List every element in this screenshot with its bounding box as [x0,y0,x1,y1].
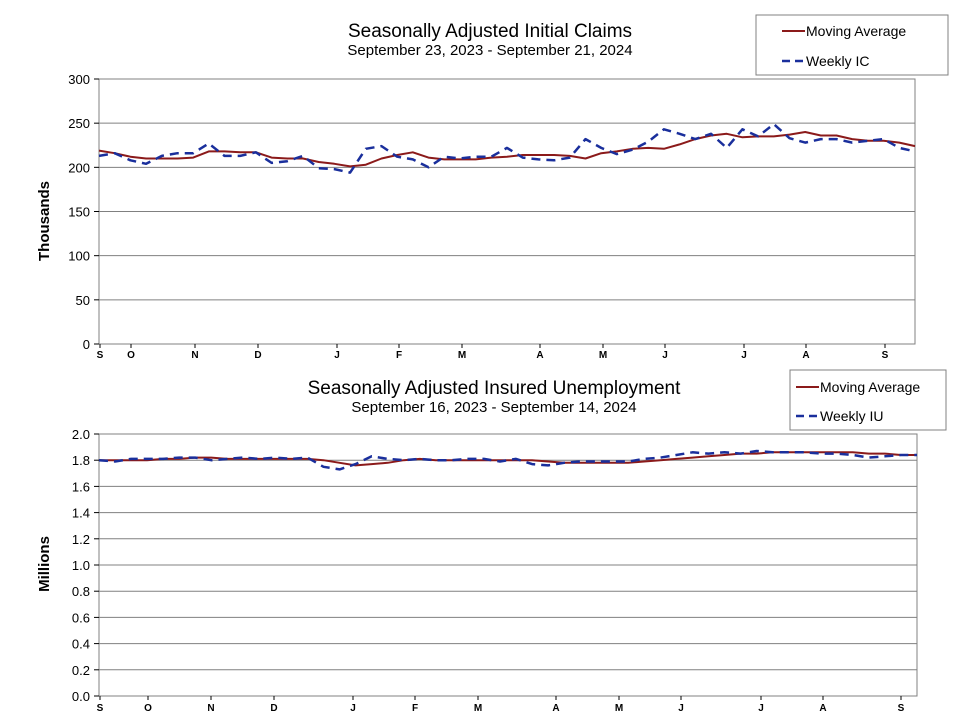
y-tick-label: 100 [68,249,90,264]
y-tick-label: 0.6 [72,610,90,625]
x-tick-label: A [802,350,809,361]
x-tick-label: M [599,350,607,361]
legend-box [789,369,947,431]
legend-label-weekly-iu: Weekly IU [820,408,884,424]
y-tick-label: 1.8 [72,453,90,468]
y-tick-label: 0.2 [72,663,90,678]
x-tick-label: D [254,350,261,361]
y-tick-label: 150 [68,205,90,220]
series-line-weekly-iu [98,449,917,471]
x-tick-label: A [536,350,543,361]
x-tick-label: J [678,703,684,714]
x-tick-label: S [898,703,905,714]
y-tick-label: 300 [68,72,90,87]
chart-subtitle: September 16, 2023 - September 14, 2024 [351,399,636,416]
x-tick-label: M [474,703,482,714]
legend-label-moving-average: Moving Average [820,379,920,395]
y-tick-label: 2.0 [72,427,90,442]
legend-box [755,14,949,76]
x-tick-label: F [412,703,418,714]
series-line-moving-average [98,131,916,168]
y-tick-label: 1.0 [72,558,90,573]
chart-title: Seasonally Adjusted Initial Claims [348,21,632,42]
x-tick-label: S [97,350,104,361]
y-tick-label: 50 [76,293,90,308]
chart-subtitle: September 23, 2023 - September 21, 2024 [347,42,632,59]
initial-claims-chart: Seasonally Adjusted Initial Claims Septe… [36,14,949,361]
x-tick-label: J [758,703,764,714]
y-tick-label: 0.4 [72,637,90,652]
series-lines [98,449,917,471]
x-tick-label: A [552,703,559,714]
x-tick-label: O [144,703,152,714]
x-tick-label: S [882,350,889,361]
y-tick-label: 0.0 [72,689,90,704]
legend: Moving Average Weekly IU [789,369,947,431]
series-line-weekly-ic [98,122,916,174]
legend: Moving Average Weekly IC [755,14,949,76]
x-tick-label: M [458,350,466,361]
y-axis-ticks: 2.0 1.8 1.6 1.4 1.2 1.0 0.8 0.6 0.4 0.2 0.0 [72,427,90,704]
y-tick-label: 200 [68,160,90,175]
x-tick-label: N [191,350,198,361]
x-tick-label: J [334,350,340,361]
y-tick-label: 1.2 [72,532,90,547]
x-tick-label: J [662,350,668,361]
x-tick-label: A [819,703,826,714]
y-tick-label: 1.4 [72,506,90,521]
y-axis-ticks: 300 250 200 150 100 50 0 [68,72,90,352]
series-lines [98,122,916,174]
x-tick-label: S [97,703,104,714]
y-tick-label: 1.6 [72,479,90,494]
y-axis-label: Thousands [36,181,53,261]
x-tick-label: J [350,703,356,714]
legend-label-weekly-ic: Weekly IC [806,53,870,69]
x-tick-label: D [270,703,277,714]
gridlines [94,78,915,345]
y-axis-label: Millions [36,536,53,592]
x-tick-label: M [615,703,623,714]
y-tick-label: 0.8 [72,584,90,599]
x-tick-label: N [207,703,214,714]
y-tick-label: 0 [83,337,90,352]
insured-unemployment-chart: Seasonally Adjusted Insured Unemployment… [36,369,947,714]
x-tick-label: J [741,350,747,361]
chart-title: Seasonally Adjusted Insured Unemployment [308,378,682,399]
legend-label-moving-average: Moving Average [806,23,906,39]
y-tick-label: 250 [68,116,90,131]
x-tick-label: F [396,350,402,361]
x-tick-label: O [127,350,135,361]
